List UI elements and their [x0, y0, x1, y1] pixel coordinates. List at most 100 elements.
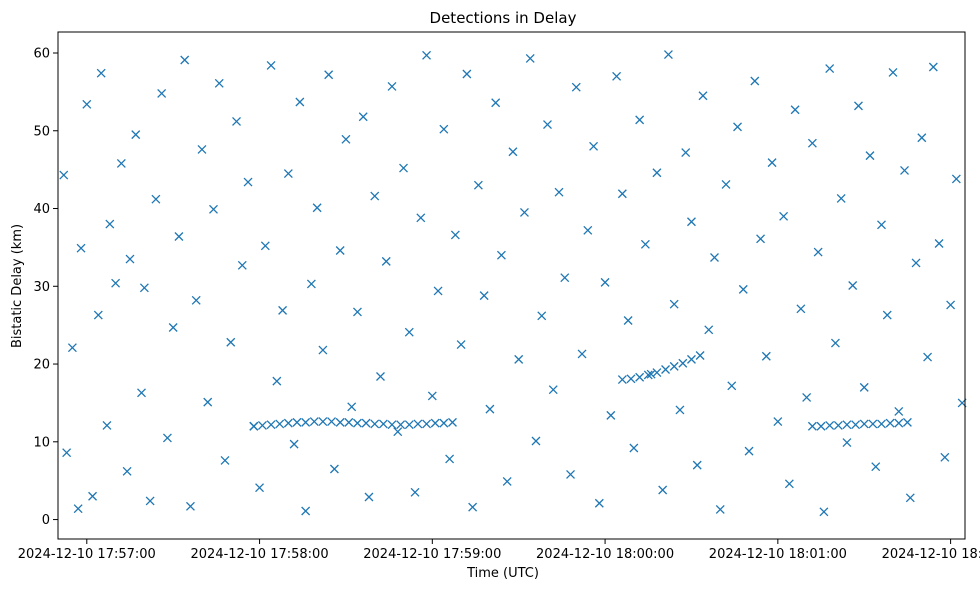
y-tick-label: 0	[42, 513, 50, 528]
data-point	[888, 67, 898, 77]
y-axis-label: Bistatic Delay (km)	[10, 224, 25, 348]
data-point	[399, 163, 408, 173]
data-point	[761, 351, 771, 361]
data-point	[413, 419, 423, 429]
data-point	[594, 498, 604, 508]
data-point	[162, 433, 172, 443]
data-point	[825, 421, 835, 430]
data-point	[422, 419, 432, 429]
data-point	[387, 420, 397, 430]
data-point	[335, 417, 345, 427]
data-point	[854, 101, 863, 111]
data-point	[157, 88, 167, 98]
data-point	[687, 354, 696, 364]
data-point	[485, 404, 495, 414]
data-point	[842, 420, 852, 430]
data-point	[125, 254, 135, 264]
data-point	[802, 393, 812, 402]
data-point	[324, 70, 334, 80]
data-point	[404, 420, 414, 430]
data-point	[301, 417, 311, 427]
data-point	[131, 130, 141, 140]
data-point	[96, 68, 106, 78]
data-point	[813, 247, 823, 257]
data-point	[796, 304, 806, 314]
data-point	[266, 60, 276, 70]
data-point	[59, 170, 69, 180]
data-point	[623, 316, 633, 325]
data-point	[306, 279, 316, 289]
data-point	[361, 418, 371, 428]
y-axis: 0 10 20 30 40 50 60	[33, 46, 58, 528]
data-point	[779, 211, 789, 221]
data-point	[571, 82, 581, 92]
data-point	[807, 421, 817, 431]
data-point	[635, 372, 645, 382]
data-point	[358, 112, 368, 122]
data-point	[260, 241, 270, 251]
data-point	[214, 78, 224, 88]
data-point	[934, 239, 944, 248]
data-point	[836, 193, 846, 203]
data-point	[422, 50, 432, 60]
data-point	[695, 351, 705, 360]
data-point	[318, 417, 328, 427]
data-point	[894, 418, 904, 428]
data-point	[928, 62, 938, 72]
data-point	[473, 180, 483, 190]
data-point	[951, 174, 961, 184]
data-point	[833, 421, 843, 430]
data-point	[566, 469, 575, 479]
data-point	[93, 310, 103, 320]
data-point	[715, 504, 725, 514]
data-point	[816, 421, 826, 431]
data-point	[658, 485, 668, 495]
data-point	[266, 420, 276, 430]
data-point	[767, 158, 777, 168]
x-tick-label: 2024-12-10 18:00:00	[536, 547, 674, 562]
data-point	[784, 479, 794, 489]
data-point	[370, 419, 380, 429]
data-point	[237, 260, 247, 270]
x-tick-label: 2024-12-10 17:57:00	[18, 547, 156, 562]
y-tick-label: 60	[33, 46, 50, 61]
data-point	[830, 338, 840, 348]
data-point	[646, 369, 656, 379]
data-point	[203, 397, 213, 407]
data-point	[364, 492, 374, 502]
data-point	[220, 456, 230, 465]
x-tick-label: 2024-12-10 17:59:00	[363, 547, 501, 562]
data-point	[73, 504, 83, 514]
data-point	[531, 436, 541, 446]
data-point	[404, 327, 414, 337]
data-point	[508, 147, 518, 157]
data-point	[859, 419, 869, 429]
data-point	[462, 69, 472, 79]
data-point	[439, 124, 449, 134]
data-points	[59, 50, 967, 517]
data-point	[387, 81, 397, 91]
data-point	[825, 64, 835, 74]
data-point	[606, 410, 616, 420]
data-point	[145, 496, 155, 506]
data-point	[692, 460, 702, 470]
data-point	[139, 283, 149, 293]
data-point	[554, 187, 564, 197]
data-point	[289, 439, 299, 449]
data-point	[496, 250, 506, 260]
data-point	[643, 370, 653, 380]
data-point	[756, 234, 766, 244]
data-point	[560, 273, 570, 283]
data-point	[773, 417, 783, 427]
data-point	[537, 311, 547, 321]
data-point	[318, 345, 328, 355]
data-point	[226, 337, 236, 347]
data-point	[923, 352, 933, 362]
data-point	[67, 343, 77, 353]
data-point	[865, 151, 875, 161]
data-point	[848, 281, 858, 290]
data-point	[744, 446, 754, 456]
y-tick-label: 10	[33, 435, 50, 450]
y-tick-label: 20	[33, 358, 50, 373]
